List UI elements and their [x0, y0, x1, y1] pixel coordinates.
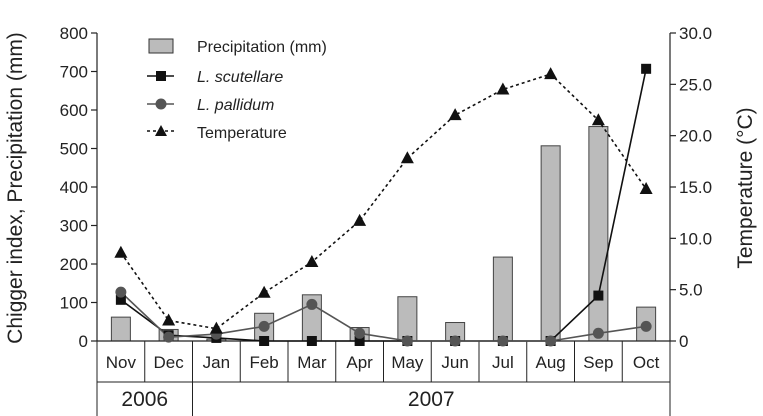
y-tick-label-left: 0 — [79, 332, 88, 351]
y-tick-label-right: 15.0 — [679, 178, 712, 197]
x-tick-label: Nov — [106, 353, 137, 372]
axes — [91, 32, 676, 416]
pallidum-point — [115, 286, 127, 298]
precipitation-bar — [540, 145, 561, 342]
series-line-square — [120, 68, 647, 342]
scutellare-point — [259, 336, 270, 346]
scutellare-point — [306, 336, 317, 346]
temperature-point — [162, 313, 176, 326]
precipitation-bar — [110, 316, 131, 342]
temperature-point — [114, 245, 128, 258]
precipitation-bar — [492, 256, 513, 342]
y-tick-label-right: 10.0 — [679, 229, 712, 248]
pallidum-point — [592, 327, 604, 339]
legend-pallidum-label: L. pallidum — [197, 97, 274, 114]
pallidum-point — [306, 298, 318, 310]
x-tick-label: Jun — [441, 353, 468, 372]
y-tick-label-right: 30.0 — [679, 24, 712, 43]
x-tick-label: May — [391, 353, 424, 372]
x-tick-label: Jul — [492, 353, 514, 372]
series-line-circle — [120, 291, 647, 342]
legend-pallidum-marker — [155, 98, 167, 110]
scutellare-point — [593, 290, 604, 301]
y-tick-label-left: 100 — [60, 294, 88, 313]
precipitation-bar — [588, 126, 609, 342]
category-labels: Nov Dec Jan Feb Mar Apr May Jun Jul Aug Sep Oct — [106, 353, 660, 372]
x-tick-label: Sep — [583, 353, 613, 372]
x-tick-label: Feb — [249, 353, 278, 372]
series-line-triangle — [120, 73, 647, 330]
y-tick-label-left: 400 — [60, 178, 88, 197]
y-tick-label-left: 500 — [60, 140, 88, 159]
y-tick-label-right: 25.0 — [679, 75, 712, 94]
x-tick-label: Jan — [203, 353, 230, 372]
series-lines — [120, 68, 647, 342]
y-axis-left-title: Chigger index, Precipitation (mm) — [4, 32, 27, 344]
temperature-point — [448, 108, 462, 121]
year-label-2006: 2006 — [121, 388, 168, 411]
x-tick-label: Oct — [633, 353, 660, 372]
legend: Precipitation (mm) L. scutellare L. pall… — [147, 38, 327, 142]
precipitation-bar — [397, 296, 418, 342]
scutellare-point — [115, 294, 126, 305]
legend-precipitation-label: Precipitation (mm) — [197, 39, 327, 56]
tick-labels: 0 100 200 300 400 500 600 700 800 0 5.0 10.0 15.0 20.… — [60, 24, 712, 351]
y-axis-right-title: Temperature (°C) — [734, 107, 757, 268]
x-tick-label: Mar — [297, 353, 327, 372]
y-tick-label-right: 0 — [679, 332, 688, 351]
legend-scutellare-label: L. scutellare — [197, 69, 283, 86]
legend-temperature-marker — [155, 125, 167, 136]
y-tick-label-left: 600 — [60, 101, 88, 120]
y-tick-label-left: 800 — [60, 24, 88, 43]
pallidum-point — [449, 335, 461, 347]
pallidum-point — [640, 320, 652, 332]
temperature-point — [544, 67, 558, 80]
y-tick-label-left: 300 — [60, 217, 88, 236]
temperature-point — [591, 113, 605, 126]
year-label-2007: 2007 — [408, 388, 455, 411]
scutellare-point — [641, 63, 652, 74]
pallidum-point — [545, 335, 557, 347]
x-tick-label: Aug — [536, 353, 566, 372]
x-tick-label: Dec — [154, 353, 185, 372]
precipitation-bars — [110, 126, 657, 342]
temperature-point — [639, 182, 653, 195]
pallidum-point — [258, 320, 270, 332]
y-tick-label-right: 20.0 — [679, 127, 712, 146]
legend-precipitation-swatch — [148, 38, 174, 54]
scutellare-point — [354, 336, 365, 346]
pallidum-point — [401, 335, 413, 347]
temperature-point — [353, 213, 367, 226]
x-tick-label: Apr — [346, 353, 373, 372]
temperature-point — [257, 285, 271, 298]
pallidum-point — [497, 335, 509, 347]
temperature-point — [305, 254, 319, 267]
temperature-point — [496, 82, 510, 95]
legend-temperature-label: Temperature — [197, 125, 287, 142]
legend-scutellare-marker — [156, 71, 166, 81]
series-markers — [114, 63, 653, 347]
pallidum-point — [163, 331, 175, 343]
y-tick-label-left: 700 — [60, 63, 88, 82]
temperature-point — [209, 321, 223, 334]
pallidum-point — [354, 327, 366, 339]
temperature-point — [400, 151, 414, 164]
y-tick-label-left: 200 — [60, 255, 88, 274]
y-tick-label-right: 5.0 — [679, 281, 703, 300]
